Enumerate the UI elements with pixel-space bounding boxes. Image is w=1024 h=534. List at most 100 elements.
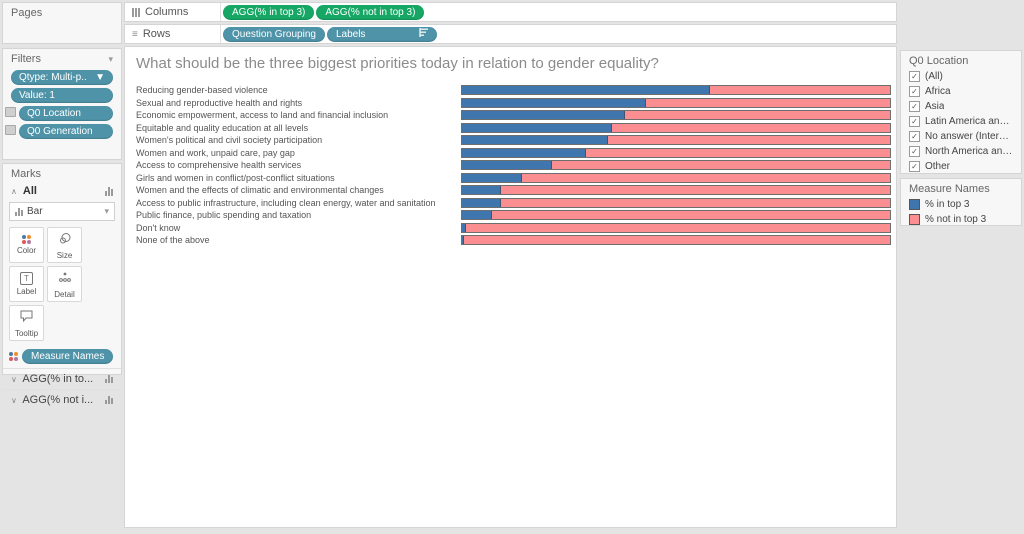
size-button[interactable]: Size — [47, 227, 82, 263]
detail-icon — [58, 270, 71, 288]
bar-chart: Reducing gender-based violence Sexual and… — [125, 84, 896, 247]
bar-segment-not-in-top3[interactable] — [646, 98, 890, 107]
q0-location-filter-card: Q0 Location ✓ (All) ✓ Africa ✓ Asia ✓ Latin Ame… — [900, 50, 1022, 174]
pill-label: Q0 Location — [27, 108, 81, 119]
bar-segment-in-top3[interactable] — [462, 236, 465, 245]
measure-names-pill[interactable]: Measure Names — [22, 349, 114, 364]
location-filter-option[interactable]: ✓ Latin America and Ca... — [901, 114, 1021, 129]
chart-title: What should be the three biggest priorit… — [136, 55, 659, 72]
location-filter-option[interactable]: ✓ Asia — [901, 99, 1021, 114]
color-encoding-icon — [9, 352, 18, 361]
bar-segment-not-in-top3[interactable] — [464, 236, 890, 245]
checkbox-checked-icon[interactable]: ✓ — [909, 146, 920, 157]
expand-chevron-icon[interactable]: ∨ — [11, 375, 17, 384]
bar-segment-not-in-top3[interactable] — [500, 198, 890, 207]
location-filter-option[interactable]: ✓ No answer (Internatio... — [901, 129, 1021, 144]
bar-segment-in-top3[interactable] — [462, 198, 501, 207]
pill-labels[interactable]: Labels — [326, 26, 437, 42]
location-option-label: Africa — [925, 86, 951, 97]
bar-segment-not-in-top3[interactable] — [521, 173, 890, 182]
size-icon — [59, 231, 71, 249]
columns-shelf-header: Columns — [125, 3, 221, 21]
collapse-chevron-icon[interactable]: ∧ — [11, 187, 17, 196]
location-filter-option[interactable]: ✓ Other — [901, 159, 1021, 174]
bar-segment-in-top3[interactable] — [462, 123, 612, 132]
bar-segment-in-top3[interactable] — [462, 86, 711, 95]
bar-segment-not-in-top3[interactable] — [611, 123, 890, 132]
dropdown-caret-icon[interactable]: ▾ — [104, 206, 109, 216]
rows-shelf[interactable]: ≡ Rows Question Grouping Labels — [124, 24, 897, 44]
expand-chevron-icon[interactable]: ∨ — [11, 396, 17, 405]
bar-segment-not-in-top3[interactable] — [624, 111, 890, 120]
checkbox-checked-icon[interactable]: ✓ — [909, 161, 920, 172]
location-filter-option[interactable]: ✓ (All) — [901, 69, 1021, 84]
checkbox-checked-icon[interactable]: ✓ — [909, 101, 920, 112]
filter-pill-q0-location[interactable]: Q0 Location — [19, 106, 113, 121]
bar-segment-not-in-top3[interactable] — [466, 223, 890, 232]
tooltip-button-label: Tooltip — [14, 328, 39, 338]
bar-segment-in-top3[interactable] — [462, 136, 608, 145]
checkbox-checked-icon[interactable]: ✓ — [909, 71, 920, 82]
legend-item[interactable]: % in top 3 — [901, 197, 1021, 212]
bar-segment-not-in-top3[interactable] — [586, 148, 890, 157]
filters-menu-caret-icon[interactable]: ▾ — [108, 53, 113, 64]
bar-segment-not-in-top3[interactable] — [500, 186, 890, 195]
pill-question-grouping[interactable]: Question Grouping — [223, 26, 325, 42]
pill-dropdown-caret-icon[interactable]: ▼ — [95, 72, 105, 83]
measure-card-agg-not-in-top3[interactable]: ∨ AGG(% not i... — [3, 389, 121, 410]
bar-segment-not-in-top3[interactable] — [710, 86, 890, 95]
detail-button[interactable]: Detail — [47, 266, 82, 302]
location-filter-list: ✓ (All) ✓ Africa ✓ Asia ✓ Latin America and Ca.… — [901, 69, 1021, 174]
bar-segment-in-top3[interactable] — [462, 161, 552, 170]
bar-category-label: None of the above — [136, 235, 210, 246]
bar-segment-not-in-top3[interactable] — [551, 161, 890, 170]
location-option-label: No answer (Internatio... — [925, 131, 1013, 142]
bar-row: Equitable and quality education at all l… — [125, 122, 896, 135]
bar-segment-in-top3[interactable] — [462, 223, 467, 232]
tooltip-button[interactable]: Tooltip — [9, 305, 44, 341]
location-filter-option[interactable]: ✓ North America and Eu... — [901, 144, 1021, 159]
bar-row: Girls and women in conflict/post-conflic… — [125, 172, 896, 185]
bar-segment-not-in-top3[interactable] — [491, 211, 890, 220]
bar-chart-icon — [105, 186, 113, 196]
measure-card-agg-in-top3[interactable]: ∨ AGG(% in to... — [3, 368, 121, 389]
measure-card-label: AGG(% in to... — [22, 373, 94, 385]
checkbox-checked-icon[interactable]: ✓ — [909, 86, 920, 97]
bar-category-label: Women and work, unpaid care, pay gap — [136, 147, 295, 158]
checkbox-checked-icon[interactable]: ✓ — [909, 131, 920, 142]
columns-shelf[interactable]: Columns AGG(% in top 3) AGG(% not in top… — [124, 2, 897, 22]
filter-pill-value[interactable]: Value: 1 — [11, 88, 113, 103]
bar-segment-in-top3[interactable] — [462, 98, 647, 107]
filters-title: Filters — [11, 53, 41, 65]
filter-pill-qtype[interactable]: Qtype: Multi-p.. ▼ — [11, 70, 113, 85]
filter-pill-q0-generation[interactable]: Q0 Generation — [19, 124, 113, 139]
mark-type-dropdown[interactable]: Bar ▾ — [9, 202, 115, 221]
bar-segment-in-top3[interactable] — [462, 148, 587, 157]
bar-track — [461, 122, 891, 133]
label-button[interactable]: T Label — [9, 266, 44, 302]
sort-descending-icon[interactable] — [419, 28, 428, 40]
bar-segment-in-top3[interactable] — [462, 173, 522, 182]
pill-agg-not-in-top3[interactable]: AGG(% not in top 3) — [316, 4, 425, 20]
bar-row: Don't know — [125, 222, 896, 235]
legend-item[interactable]: % not in top 3 — [901, 212, 1021, 227]
bar-row: Economic empowerment, access to land and… — [125, 109, 896, 122]
bar-segment-in-top3[interactable] — [462, 211, 492, 220]
bar-row: Women and work, unpaid care, pay gap — [125, 147, 896, 160]
pages-shelf[interactable]: Pages — [2, 2, 122, 44]
location-filter-option[interactable]: ✓ Africa — [901, 84, 1021, 99]
pill-agg-in-top3[interactable]: AGG(% in top 3) — [223, 4, 315, 20]
legend-swatch-icon — [909, 214, 920, 225]
pages-label: Pages — [11, 7, 43, 19]
location-option-label: North America and Eu... — [925, 146, 1013, 157]
bar-segment-in-top3[interactable] — [462, 111, 625, 120]
bar-category-label: Reducing gender-based violence — [136, 85, 268, 96]
bar-category-label: Women and the effects of climatic and en… — [136, 185, 384, 196]
bar-segment-not-in-top3[interactable] — [607, 136, 890, 145]
bar-segment-in-top3[interactable] — [462, 186, 501, 195]
checkbox-checked-icon[interactable]: ✓ — [909, 116, 920, 127]
color-button[interactable]: Color — [9, 227, 44, 263]
marks-all-row[interactable]: ∧ All — [3, 182, 121, 200]
detail-button-label: Detail — [54, 289, 75, 299]
worksheet-view: What should be the three biggest priorit… — [124, 46, 897, 528]
